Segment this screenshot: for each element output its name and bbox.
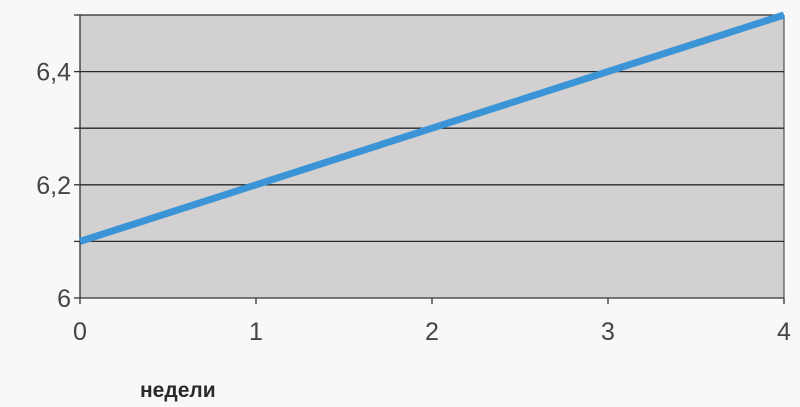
x-tick-label: 2 [425, 318, 439, 346]
x-tick-label: 1 [249, 318, 263, 346]
y-tick-label: 6,2 [36, 172, 71, 200]
x-tick-label: 4 [777, 318, 791, 346]
x-tick-label: 3 [601, 318, 615, 346]
plot-area-background [80, 15, 784, 298]
x-tick-label: 0 [73, 318, 87, 346]
series-layer [78, 11, 786, 245]
y-axis-tick-labels: 6 6,2 6,4 [36, 59, 71, 313]
series-line [78, 11, 786, 245]
y-tick-label: 6,4 [36, 59, 71, 87]
x-axis-tick-labels: 0 1 2 3 4 [73, 318, 791, 346]
axes [74, 14, 785, 304]
x-axis-title: недели [140, 379, 216, 402]
y-tick-label: 6 [57, 285, 71, 313]
